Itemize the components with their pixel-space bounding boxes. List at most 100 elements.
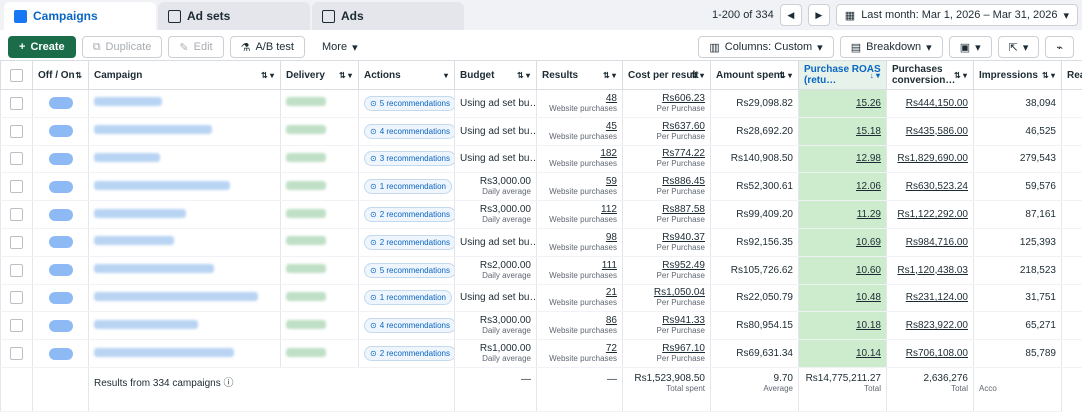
actions-cell[interactable]: ⊙5 recommendations	[359, 90, 455, 118]
campaign-name-cell[interactable]	[89, 117, 281, 145]
col-delivery[interactable]: Delivery⇅ ▾	[281, 61, 359, 90]
tab-ads[interactable]: Ads	[312, 2, 464, 30]
toggle-cell[interactable]	[33, 340, 89, 368]
row-select-cell[interactable]	[1, 284, 33, 312]
recommendations-badge[interactable]: ⊙4 recommendations	[364, 124, 455, 139]
campaign-name-cell[interactable]	[89, 256, 281, 284]
actions-cell[interactable]: ⊙2 recommendations	[359, 340, 455, 368]
status-toggle[interactable]	[49, 209, 73, 221]
status-toggle[interactable]	[49, 236, 73, 248]
actions-cell[interactable]: ⊙4 recommendations	[359, 117, 455, 145]
tab-campaigns[interactable]: Campaigns	[4, 2, 156, 30]
prev-page-button[interactable]: ◀	[780, 4, 802, 26]
more-button[interactable]: More ▾	[311, 36, 369, 58]
recommendations-badge[interactable]: ⊙5 recommendations	[364, 263, 455, 278]
actions-cell[interactable]: ⊙1 recommendation	[359, 173, 455, 201]
row-checkbox[interactable]	[10, 347, 23, 360]
toggle-cell[interactable]	[33, 117, 89, 145]
row-select-cell[interactable]	[1, 228, 33, 256]
campaign-name-redacted[interactable]	[94, 153, 160, 162]
recommendations-badge[interactable]: ⊙2 recommendations	[364, 207, 455, 222]
status-toggle[interactable]	[49, 181, 73, 193]
actions-cell[interactable]: ⊙2 recommendations	[359, 228, 455, 256]
toggle-cell[interactable]	[33, 201, 89, 229]
col-budget[interactable]: Budget⇅ ▾	[455, 61, 537, 90]
select-all-header[interactable]	[1, 61, 33, 90]
row-select-cell[interactable]	[1, 145, 33, 173]
breakdown-button[interactable]: ▤ Breakdown ▾	[840, 36, 943, 58]
recommendations-badge[interactable]: ⊙4 recommendations	[364, 318, 455, 333]
row-select-cell[interactable]	[1, 256, 33, 284]
actions-cell[interactable]: ⊙2 recommendations	[359, 201, 455, 229]
toggle-cell[interactable]	[33, 145, 89, 173]
toggle-cell[interactable]	[33, 256, 89, 284]
row-checkbox[interactable]	[10, 236, 23, 249]
row-checkbox[interactable]	[10, 125, 23, 138]
campaign-name-redacted[interactable]	[94, 320, 198, 329]
edit-button[interactable]: ✎ Edit	[168, 36, 223, 58]
row-checkbox[interactable]	[10, 152, 23, 165]
col-reach[interactable]: Rea	[1062, 61, 1082, 90]
campaign-name-redacted[interactable]	[94, 97, 162, 106]
toggle-cell[interactable]	[33, 312, 89, 340]
col-impressions[interactable]: Impressions⇅ ▾	[974, 61, 1062, 90]
campaign-name-redacted[interactable]	[94, 181, 230, 190]
recommendations-badge[interactable]: ⊙1 recommendation	[364, 290, 452, 305]
recommendations-badge[interactable]: ⊙5 recommendations	[364, 96, 455, 111]
toggle-cell[interactable]	[33, 90, 89, 118]
actions-cell[interactable]: ⊙4 recommendations	[359, 312, 455, 340]
col-actions[interactable]: Actions▾	[359, 61, 455, 90]
campaign-name-redacted[interactable]	[94, 125, 212, 134]
select-all-checkbox[interactable]	[10, 69, 23, 82]
status-toggle[interactable]	[49, 348, 73, 360]
columns-button[interactable]: ▥ Columns: Custom ▾	[698, 36, 833, 58]
date-range-picker[interactable]: ▦ Last month: Mar 1, 2026 – Mar 31, 2026…	[836, 4, 1078, 26]
col-amount-spent[interactable]: Amount spent⇅ ▾	[711, 61, 799, 90]
campaign-name-cell[interactable]	[89, 312, 281, 340]
status-toggle[interactable]	[49, 97, 73, 109]
ab-test-button[interactable]: ⚗ A/B test	[230, 36, 305, 58]
campaign-name-cell[interactable]	[89, 340, 281, 368]
row-select-cell[interactable]	[1, 312, 33, 340]
col-purchases-conversion[interactable]: Purchases conversion…⇅ ▾	[887, 61, 974, 90]
actions-cell[interactable]: ⊙3 recommendations	[359, 145, 455, 173]
recommendations-badge[interactable]: ⊙1 recommendation	[364, 179, 452, 194]
campaign-name-redacted[interactable]	[94, 348, 234, 357]
col-cost-per-result[interactable]: Cost per result⇅ ▾	[623, 61, 711, 90]
row-select-cell[interactable]	[1, 173, 33, 201]
campaign-name-cell[interactable]	[89, 228, 281, 256]
row-select-cell[interactable]	[1, 201, 33, 229]
toggle-cell[interactable]	[33, 173, 89, 201]
campaign-name-redacted[interactable]	[94, 264, 214, 273]
campaign-name-redacted[interactable]	[94, 292, 258, 301]
status-toggle[interactable]	[49, 125, 73, 137]
tab-adsets[interactable]: Ad sets	[158, 2, 310, 30]
row-select-cell[interactable]	[1, 340, 33, 368]
row-checkbox[interactable]	[10, 319, 23, 332]
actions-cell[interactable]: ⊙5 recommendations	[359, 256, 455, 284]
row-checkbox[interactable]	[10, 264, 23, 277]
row-checkbox[interactable]	[10, 291, 23, 304]
row-checkbox[interactable]	[10, 97, 23, 110]
recommendations-badge[interactable]: ⊙2 recommendations	[364, 346, 455, 361]
col-campaign[interactable]: Campaign⇅ ▾	[89, 61, 281, 90]
row-select-cell[interactable]	[1, 90, 33, 118]
campaign-name-cell[interactable]	[89, 90, 281, 118]
actions-cell[interactable]: ⊙1 recommendation	[359, 284, 455, 312]
reports-button[interactable]: ▣ ▾	[949, 36, 992, 58]
status-toggle[interactable]	[49, 264, 73, 276]
recommendations-badge[interactable]: ⊙2 recommendations	[364, 235, 455, 250]
toggle-cell[interactable]	[33, 284, 89, 312]
chart-button[interactable]: ⌁	[1045, 36, 1074, 58]
status-toggle[interactable]	[49, 320, 73, 332]
row-select-cell[interactable]	[1, 117, 33, 145]
